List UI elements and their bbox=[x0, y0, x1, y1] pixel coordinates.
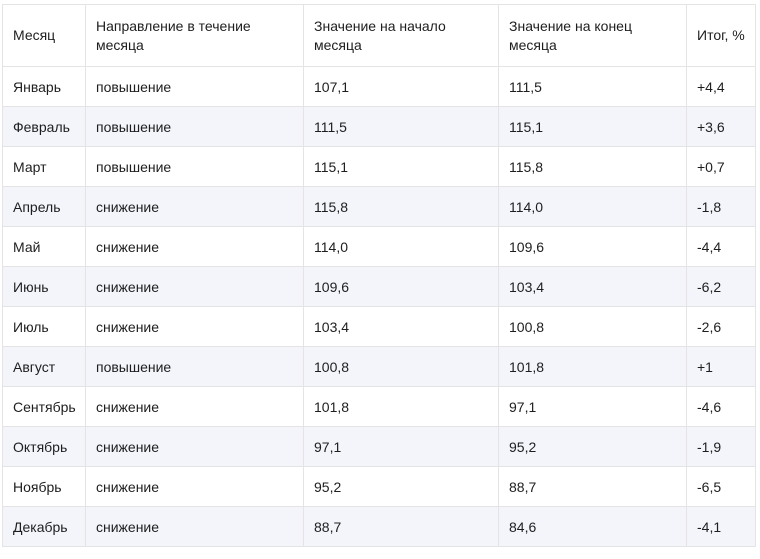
cell-start-value: 101,8 bbox=[303, 386, 499, 427]
cell-result: +0,7 bbox=[686, 146, 756, 187]
header-start-value: Значение на начало месяца bbox=[303, 4, 499, 67]
cell-start-value: 97,1 bbox=[303, 426, 499, 467]
cell-direction: снижение bbox=[85, 306, 304, 347]
cell-direction: снижение bbox=[85, 266, 304, 307]
cell-month: Май bbox=[2, 226, 86, 267]
cell-start-value: 107,1 bbox=[303, 66, 499, 107]
cell-month: Сентябрь bbox=[2, 386, 86, 427]
table-row: Август повышение 100,8 101,8 +1 bbox=[2, 346, 756, 387]
cell-end-value: 114,0 bbox=[498, 186, 687, 227]
cell-result: -4,1 bbox=[686, 506, 756, 547]
table-row: Май снижение 114,0 109,6 -4,4 bbox=[2, 226, 756, 267]
cell-end-value: 100,8 bbox=[498, 306, 687, 347]
header-month: Месяц bbox=[2, 4, 86, 67]
cell-result: -1,9 bbox=[686, 426, 756, 467]
monthly-values-table: Месяц Направление в течение месяца Значе… bbox=[2, 4, 756, 547]
cell-direction: снижение bbox=[85, 426, 304, 467]
cell-result: -2,6 bbox=[686, 306, 756, 347]
header-result: Итог, % bbox=[686, 4, 756, 67]
cell-end-value: 109,6 bbox=[498, 226, 687, 267]
cell-result: -4,4 bbox=[686, 226, 756, 267]
cell-end-value: 97,1 bbox=[498, 386, 687, 427]
cell-month: Январь bbox=[2, 66, 86, 107]
cell-start-value: 115,1 bbox=[303, 146, 499, 187]
cell-month: Июнь bbox=[2, 266, 86, 307]
cell-end-value: 103,4 bbox=[498, 266, 687, 307]
header-direction: Направление в течение месяца bbox=[85, 4, 304, 67]
cell-start-value: 111,5 bbox=[303, 106, 499, 147]
table-row: Март повышение 115,1 115,8 +0,7 bbox=[2, 146, 756, 187]
cell-result: +4,4 bbox=[686, 66, 756, 107]
cell-end-value: 95,2 bbox=[498, 426, 687, 467]
cell-start-value: 115,8 bbox=[303, 186, 499, 227]
cell-end-value: 111,5 bbox=[498, 66, 687, 107]
header-end-value: Значение на конец месяца bbox=[498, 4, 687, 67]
table-row: Февраль повышение 111,5 115,1 +3,6 bbox=[2, 106, 756, 147]
cell-direction: повышение bbox=[85, 346, 304, 387]
cell-month: Октябрь bbox=[2, 426, 86, 467]
cell-result: -1,8 bbox=[686, 186, 756, 227]
cell-start-value: 114,0 bbox=[303, 226, 499, 267]
cell-direction: снижение bbox=[85, 386, 304, 427]
cell-end-value: 84,6 bbox=[498, 506, 687, 547]
header-row: Месяц Направление в течение месяца Значе… bbox=[2, 4, 756, 67]
cell-start-value: 109,6 bbox=[303, 266, 499, 307]
cell-month: Апрель bbox=[2, 186, 86, 227]
cell-result: -6,2 bbox=[686, 266, 756, 307]
cell-direction: повышение bbox=[85, 66, 304, 107]
cell-end-value: 115,1 bbox=[498, 106, 687, 147]
cell-start-value: 88,7 bbox=[303, 506, 499, 547]
cell-direction: снижение bbox=[85, 466, 304, 507]
table-row: Июль снижение 103,4 100,8 -2,6 bbox=[2, 306, 756, 347]
cell-month: Ноябрь bbox=[2, 466, 86, 507]
table-row: Июнь снижение 109,6 103,4 -6,2 bbox=[2, 266, 756, 307]
cell-month: Март bbox=[2, 146, 86, 187]
cell-direction: снижение bbox=[85, 506, 304, 547]
cell-month: Август bbox=[2, 346, 86, 387]
table-row: Апрель снижение 115,8 114,0 -1,8 bbox=[2, 186, 756, 227]
cell-end-value: 115,8 bbox=[498, 146, 687, 187]
cell-month: Февраль bbox=[2, 106, 86, 147]
cell-result: -4,6 bbox=[686, 386, 756, 427]
cell-direction: повышение bbox=[85, 146, 304, 187]
table-row: Ноябрь снижение 95,2 88,7 -6,5 bbox=[2, 466, 756, 507]
cell-direction: снижение bbox=[85, 226, 304, 267]
table-row: Сентябрь снижение 101,8 97,1 -4,6 bbox=[2, 386, 756, 427]
cell-result: +3,6 bbox=[686, 106, 756, 147]
cell-result: +1 bbox=[686, 346, 756, 387]
table-body: Январь повышение 107,1 111,5 +4,4 Феврал… bbox=[2, 66, 756, 547]
cell-month: Июль bbox=[2, 306, 86, 347]
cell-direction: снижение bbox=[85, 186, 304, 227]
cell-start-value: 100,8 bbox=[303, 346, 499, 387]
cell-end-value: 101,8 bbox=[498, 346, 687, 387]
cell-start-value: 95,2 bbox=[303, 466, 499, 507]
table-row: Январь повышение 107,1 111,5 +4,4 bbox=[2, 66, 756, 107]
cell-end-value: 88,7 bbox=[498, 466, 687, 507]
cell-start-value: 103,4 bbox=[303, 306, 499, 347]
cell-result: -6,5 bbox=[686, 466, 756, 507]
table-row: Декабрь снижение 88,7 84,6 -4,1 bbox=[2, 506, 756, 547]
table-header: Месяц Направление в течение месяца Значе… bbox=[2, 4, 756, 67]
cell-direction: повышение bbox=[85, 106, 304, 147]
table-container: Месяц Направление в течение месяца Значе… bbox=[2, 4, 756, 547]
cell-month: Декабрь bbox=[2, 506, 86, 547]
table-row: Октябрь снижение 97,1 95,2 -1,9 bbox=[2, 426, 756, 467]
